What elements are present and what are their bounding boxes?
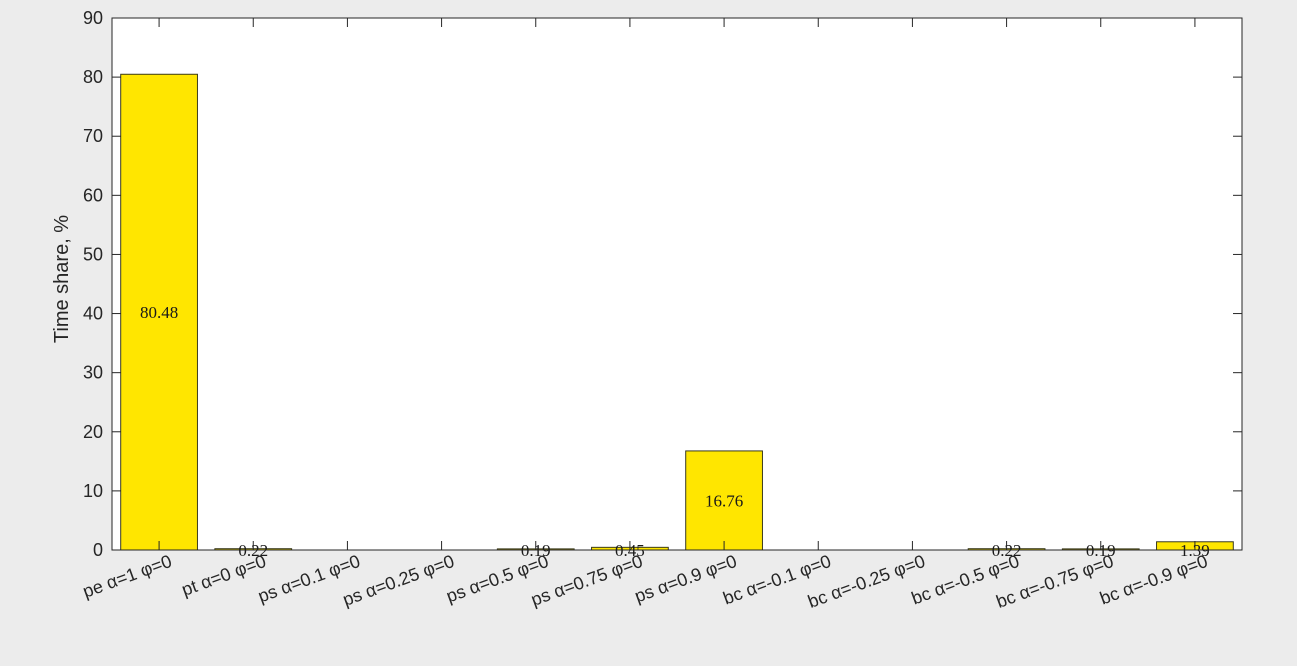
y-tick-label-30: 30 — [83, 363, 103, 383]
y-tick-label-90: 90 — [83, 8, 103, 28]
axes-frame — [111, 17, 1243, 551]
y-tick-label-10: 10 — [83, 481, 103, 501]
data-label-7: 16.76 — [705, 491, 743, 510]
y-tick-label-70: 70 — [83, 126, 103, 146]
y-tick-label-60: 60 — [83, 185, 103, 205]
y-tick-label-40: 40 — [83, 304, 103, 324]
bar-1 — [120, 73, 198, 551]
plot-area — [112, 18, 1242, 550]
bar-7 — [685, 450, 763, 551]
y-axis-title: Time share, % — [51, 215, 73, 343]
y-tick-label-0: 0 — [93, 540, 103, 560]
y-tick-label-80: 80 — [83, 67, 103, 87]
y-tick-label-50: 50 — [83, 244, 103, 264]
y-tick-label-20: 20 — [83, 422, 103, 442]
data-label-1: 80.48 — [140, 303, 178, 322]
